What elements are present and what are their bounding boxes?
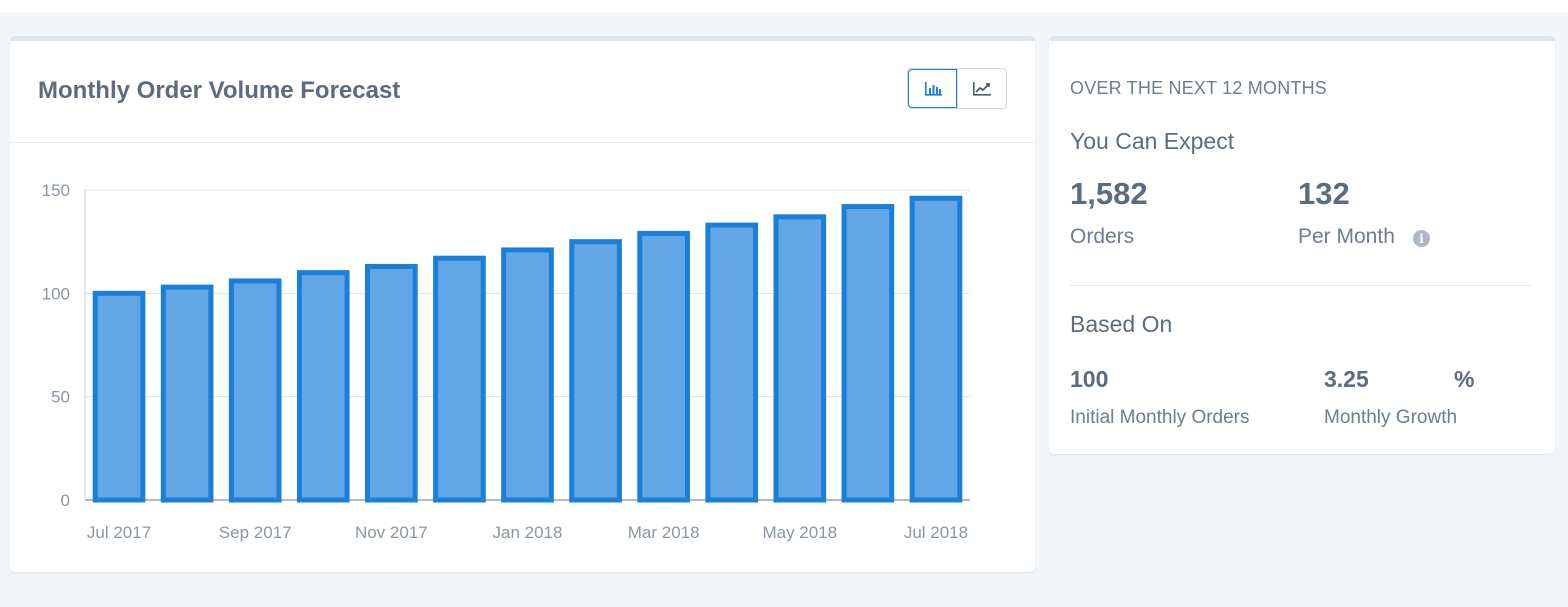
initial-orders-value: 100 xyxy=(1070,366,1109,392)
forecast-summary-card: OVER THE NEXT 12 MONTHS You Can Expect 1… xyxy=(1049,36,1555,454)
expect-title: You Can Expect xyxy=(1070,128,1235,154)
x-tick-label: May 2018 xyxy=(762,523,837,542)
chart-type-toggle xyxy=(907,68,1007,109)
growth-value: 3.25 xyxy=(1324,366,1369,392)
line-chart-icon xyxy=(973,81,991,96)
y-tick-label: 50 xyxy=(51,388,70,407)
bar-jul-2018 xyxy=(909,195,963,503)
summary-divider xyxy=(1070,285,1533,286)
x-tick-label: Jan 2018 xyxy=(493,523,563,542)
growth-label: Monthly Growth xyxy=(1324,407,1458,428)
total-orders-label: Orders xyxy=(1070,225,1135,248)
y-tick-label: 100 xyxy=(42,284,70,303)
bar-dec-2017 xyxy=(433,255,486,503)
bar-nov-2017 xyxy=(365,263,418,503)
bar-may-2018 xyxy=(773,214,827,503)
bar-jan-2018 xyxy=(501,247,554,503)
based-on-title: Based On xyxy=(1070,311,1173,337)
x-tick-label: Nov 2017 xyxy=(355,523,428,542)
y-tick-label: 150 xyxy=(42,181,70,200)
bar-jun-2018 xyxy=(841,204,895,503)
per-month-label: Per Month xyxy=(1298,225,1395,248)
bar-aug-2017 xyxy=(160,284,214,503)
bar-chart-toggle-button[interactable] xyxy=(908,69,957,108)
bar-jul-2017 xyxy=(92,290,146,503)
chart-title: Monthly Order Volume Forecast xyxy=(38,77,401,104)
bar-oct-2017 xyxy=(296,270,350,503)
chart-card-header: Monthly Order Volume Forecast xyxy=(10,41,1035,143)
growth-unit: % xyxy=(1454,366,1475,392)
bar-chart: 0 50 100 150 Jul 2017 Sep 2017 Nov 2017 Jan 201… xyxy=(42,181,970,542)
total-orders-value: 1,582 xyxy=(1070,176,1148,211)
per-month-value: 132 xyxy=(1298,176,1350,211)
summary-heading: OVER THE NEXT 12 MONTHS xyxy=(1070,78,1327,98)
x-tick-label: Jul 2018 xyxy=(904,523,968,542)
line-chart-toggle-button[interactable] xyxy=(957,69,1006,108)
bar-mar-2018 xyxy=(637,230,690,503)
initial-orders-label: Initial Monthly Orders xyxy=(1070,407,1250,428)
y-tick-label: 0 xyxy=(61,491,70,510)
x-tick-label: Jul 2017 xyxy=(87,523,151,542)
bar-feb-2018 xyxy=(569,239,622,503)
info-icon[interactable]: i xyxy=(1413,230,1430,247)
bar-sep-2017 xyxy=(228,278,282,503)
x-tick-label: Sep 2017 xyxy=(219,523,292,542)
forecast-chart-card: Monthly Order Volume Forecast xyxy=(10,36,1035,572)
bar-chart-icon xyxy=(924,81,942,96)
bar-apr-2018 xyxy=(705,222,759,503)
x-tick-label: Mar 2018 xyxy=(628,523,700,542)
